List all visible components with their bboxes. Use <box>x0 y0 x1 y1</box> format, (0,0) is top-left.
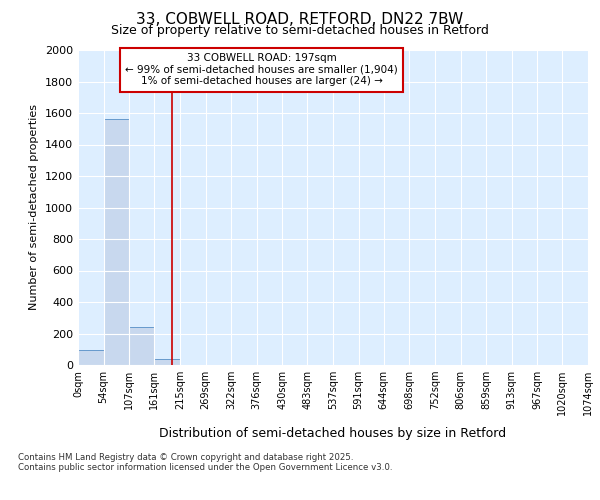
Text: Contains public sector information licensed under the Open Government Licence v3: Contains public sector information licen… <box>18 464 392 472</box>
Bar <box>104 120 129 365</box>
Bar <box>154 360 180 365</box>
Text: Size of property relative to semi-detached houses in Retford: Size of property relative to semi-detach… <box>111 24 489 37</box>
Bar <box>78 350 104 365</box>
Text: 33, COBWELL ROAD, RETFORD, DN22 7BW: 33, COBWELL ROAD, RETFORD, DN22 7BW <box>136 12 464 28</box>
Bar <box>129 326 154 365</box>
Y-axis label: Number of semi-detached properties: Number of semi-detached properties <box>29 104 40 310</box>
Text: Distribution of semi-detached houses by size in Retford: Distribution of semi-detached houses by … <box>160 428 506 440</box>
Text: 33 COBWELL ROAD: 197sqm
← 99% of semi-detached houses are smaller (1,904)
1% of : 33 COBWELL ROAD: 197sqm ← 99% of semi-de… <box>125 53 398 86</box>
Text: Contains HM Land Registry data © Crown copyright and database right 2025.: Contains HM Land Registry data © Crown c… <box>18 454 353 462</box>
